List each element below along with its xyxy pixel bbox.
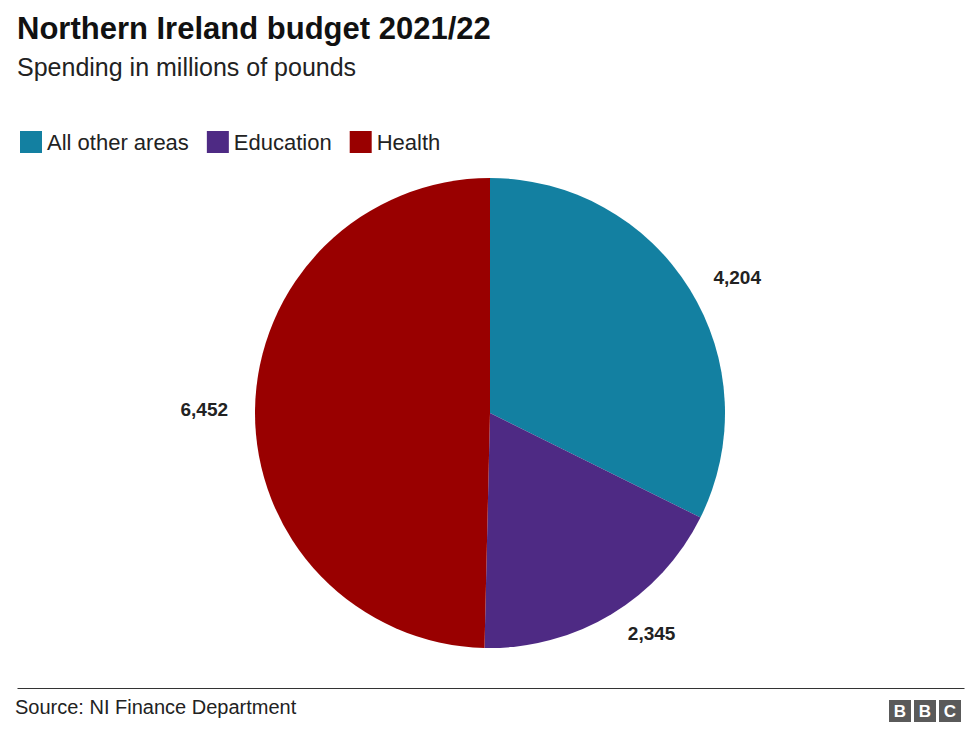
svg-text:4,204: 4,204 [713,267,761,288]
svg-text:Spending in millions of pounds: Spending in millions of pounds [17,53,356,81]
svg-text:C: C [944,702,956,721]
svg-text:All other areas: All other areas [47,130,189,155]
svg-text:6,452: 6,452 [180,399,228,420]
svg-text:B: B [894,702,906,721]
svg-text:2,345: 2,345 [628,623,676,644]
svg-text:Northern Ireland budget 2021/2: Northern Ireland budget 2021/22 [17,11,491,46]
svg-text:Health: Health [377,130,441,155]
svg-text:Education: Education [234,130,332,155]
svg-text:Source: NI Finance Department: Source: NI Finance Department [15,696,297,718]
svg-text:B: B [919,702,931,721]
